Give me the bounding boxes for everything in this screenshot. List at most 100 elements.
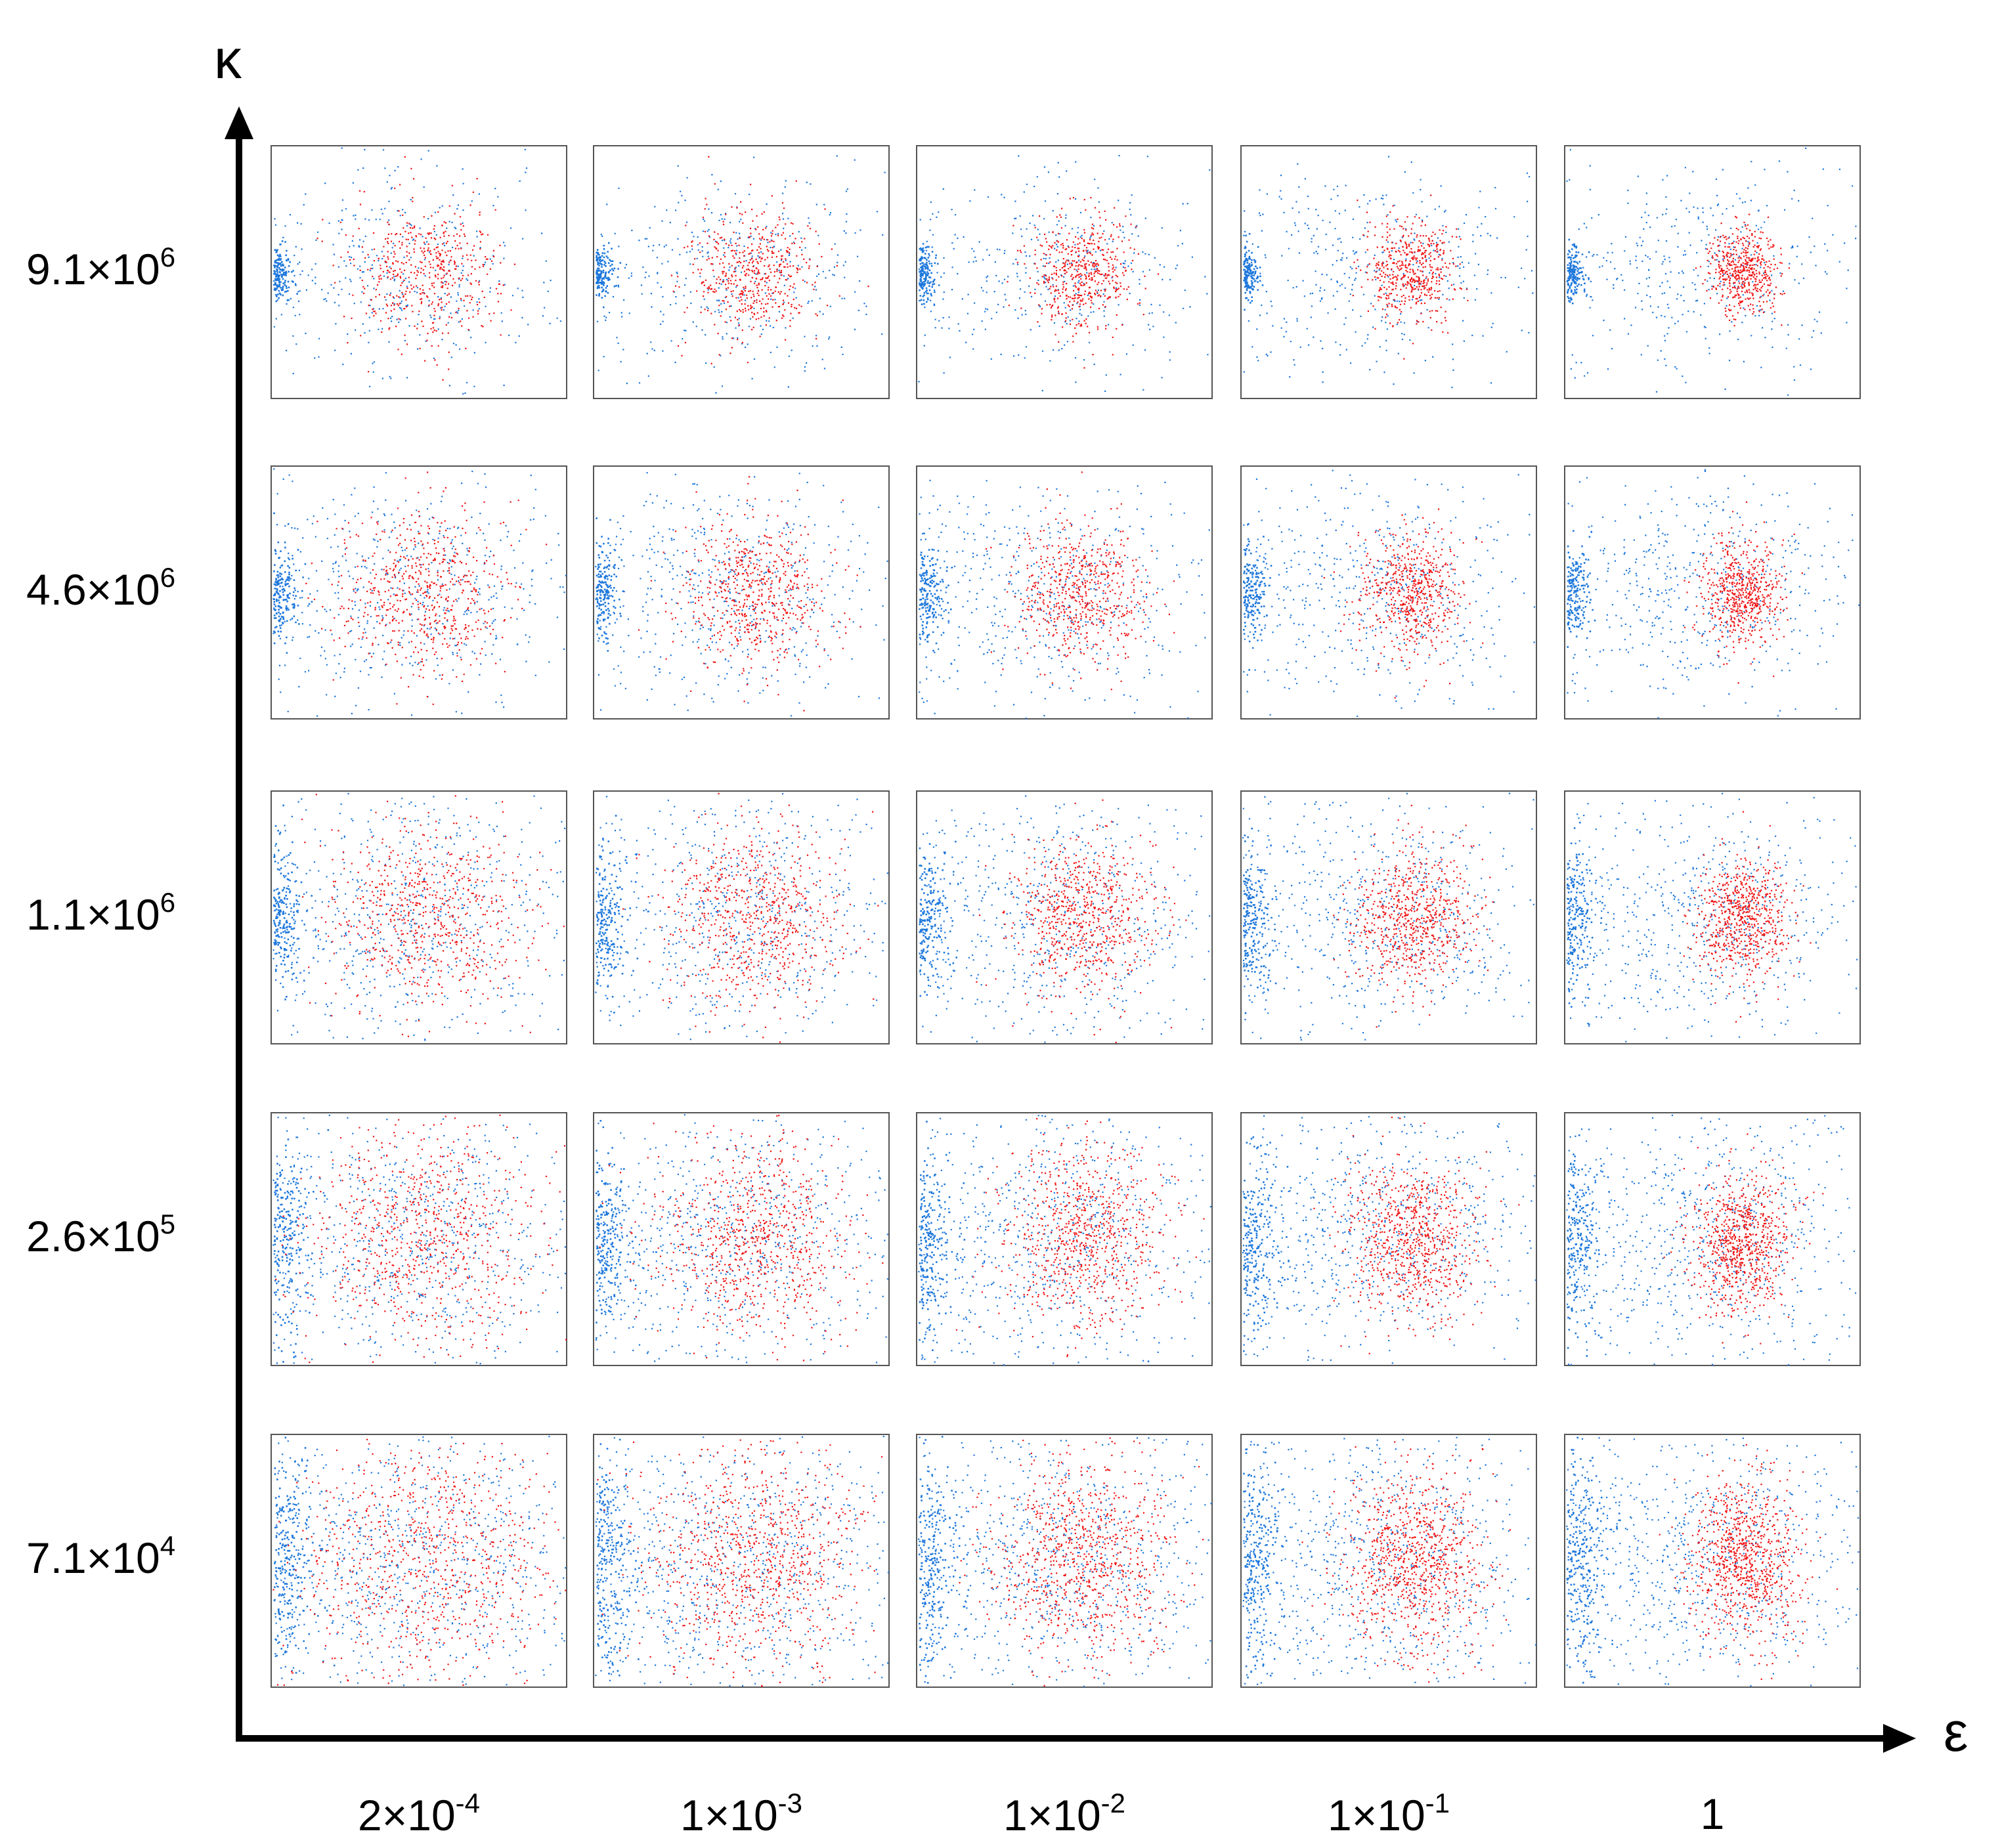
panel [916, 1112, 1213, 1366]
col-label: 1×10-3 [680, 1790, 802, 1839]
panel [1564, 790, 1861, 1044]
red-particles [1695, 213, 1790, 327]
blue-particles [1242, 792, 1534, 1041]
x-axis-arrowhead [1883, 1724, 1916, 1753]
panel-frame [271, 465, 567, 720]
panel-frame [1240, 465, 1537, 720]
panel-frame [1564, 1434, 1861, 1688]
red-particles [670, 156, 869, 365]
blue-particles [1566, 1436, 1859, 1687]
axes [225, 106, 1916, 1753]
panel-frame [593, 1434, 890, 1688]
x-axis-label: ε [1944, 1701, 1968, 1763]
panel-frame [1240, 1434, 1537, 1688]
col-label-exponent: -1 [1425, 1788, 1450, 1818]
row-label-mantissa: 1.1×10 [26, 890, 160, 939]
blue-particles [1243, 469, 1535, 718]
col-label: 1 [1701, 1792, 1725, 1836]
col-label-mantissa: 1×10 [680, 1791, 778, 1839]
panel-frame [1564, 1112, 1861, 1366]
row-label: 7.1×104 [26, 1532, 175, 1582]
blue-particles [918, 1115, 1211, 1366]
blue-particles [1242, 1436, 1537, 1685]
blue-particles [1243, 156, 1534, 389]
panel [916, 465, 1213, 720]
y-axis-label: κ [214, 28, 242, 90]
red-particles [622, 792, 879, 1043]
blue-particles [595, 472, 888, 717]
panel-frame [271, 1112, 567, 1366]
panel-frame [593, 790, 890, 1044]
panel-frame [593, 465, 890, 720]
red-particles [1323, 508, 1484, 699]
row-label-exponent: 6 [160, 886, 176, 918]
row-label: 4.6×106 [26, 563, 175, 614]
row-label-exponent: 5 [160, 1208, 176, 1239]
panel [593, 145, 890, 399]
red-particles [305, 471, 548, 705]
red-particles [316, 156, 516, 381]
col-label-mantissa: 1×10 [1327, 1791, 1425, 1839]
col-label: 2×10-4 [357, 1790, 480, 1839]
panel-frame [916, 465, 1213, 720]
blue-particles [273, 1436, 567, 1687]
red-particles [1333, 804, 1494, 1028]
blue-particles [1567, 469, 1860, 719]
col-label: 1×10-1 [1327, 1790, 1450, 1839]
panel [271, 1112, 567, 1366]
panel-frame [1564, 465, 1861, 720]
panel [1240, 465, 1537, 720]
panel-frame [593, 1112, 890, 1366]
blue-particles [1566, 147, 1857, 396]
panel [593, 1112, 890, 1366]
panel [1240, 145, 1537, 399]
panel-frame [916, 1112, 1213, 1366]
panel-frame [916, 790, 1213, 1044]
panel [1564, 1434, 1861, 1688]
red-particles [275, 1114, 567, 1364]
row-label-exponent: 6 [160, 561, 176, 593]
blue-particles [272, 792, 566, 1041]
panel [271, 790, 567, 1044]
col-label-exponent: -3 [777, 1788, 803, 1818]
panel-frame [271, 790, 567, 1044]
blue-particles [918, 155, 1211, 392]
col-label-mantissa: 2×10 [357, 1791, 456, 1839]
row-label-exponent: 6 [160, 241, 176, 272]
red-particles [985, 471, 1175, 691]
red-particles [1313, 1116, 1520, 1354]
panel-frame [271, 1434, 567, 1688]
panel-frame [593, 145, 890, 399]
blue-particles [272, 468, 567, 717]
panel [593, 465, 890, 720]
panel-frame [916, 1434, 1213, 1688]
red-particles [597, 1439, 883, 1687]
row-label: 2.6×105 [26, 1210, 175, 1260]
red-particles [301, 794, 565, 1037]
red-particles [1659, 1444, 1838, 1680]
panel-frame [1240, 790, 1537, 1044]
red-particles [1683, 811, 1812, 1023]
panel [916, 145, 1213, 399]
blue-particles [919, 479, 1210, 720]
blue-particles [1566, 1114, 1857, 1366]
red-particles [1352, 194, 1469, 360]
row-label-mantissa: 2.6×10 [26, 1211, 160, 1260]
panel [1564, 145, 1861, 399]
panel-frame [1564, 145, 1861, 399]
panel-frame [271, 145, 567, 399]
blue-particles [595, 1436, 889, 1687]
row-label: 9.1×106 [26, 243, 175, 291]
row-label-mantissa: 7.1×10 [26, 1533, 160, 1582]
red-particles [638, 476, 861, 712]
row-label-mantissa: 4.6×10 [26, 565, 160, 614]
col-label-exponent: -2 [1100, 1788, 1126, 1818]
panel [1564, 465, 1861, 720]
panel [1240, 1434, 1537, 1688]
row-label: 1.1×106 [26, 888, 175, 939]
panel [271, 465, 567, 720]
panel-frame [1240, 1112, 1537, 1366]
panel [271, 1434, 567, 1688]
panel [1564, 1112, 1861, 1366]
